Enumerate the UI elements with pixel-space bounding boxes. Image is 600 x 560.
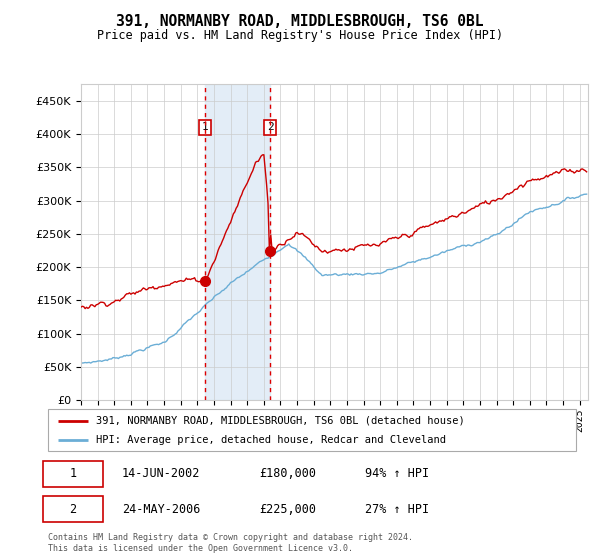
Text: 2: 2	[70, 502, 77, 516]
Text: HPI: Average price, detached house, Redcar and Cleveland: HPI: Average price, detached house, Redc…	[95, 435, 446, 445]
Text: Contains HM Land Registry data © Crown copyright and database right 2024.
This d: Contains HM Land Registry data © Crown c…	[48, 533, 413, 553]
Text: 1: 1	[202, 122, 208, 132]
Text: 94% ↑ HPI: 94% ↑ HPI	[365, 467, 429, 480]
Text: Price paid vs. HM Land Registry's House Price Index (HPI): Price paid vs. HM Land Registry's House …	[97, 29, 503, 42]
FancyBboxPatch shape	[43, 496, 103, 522]
Text: £225,000: £225,000	[259, 502, 316, 516]
FancyBboxPatch shape	[48, 409, 576, 451]
Text: £180,000: £180,000	[259, 467, 316, 480]
Text: 1: 1	[70, 467, 77, 480]
FancyBboxPatch shape	[43, 461, 103, 487]
Bar	[205, 84, 270, 400]
Text: 14-JUN-2002: 14-JUN-2002	[122, 467, 200, 480]
Text: 391, NORMANBY ROAD, MIDDLESBROUGH, TS6 0BL: 391, NORMANBY ROAD, MIDDLESBROUGH, TS6 0…	[116, 14, 484, 29]
Text: 391, NORMANBY ROAD, MIDDLESBROUGH, TS6 0BL (detached house): 391, NORMANBY ROAD, MIDDLESBROUGH, TS6 0…	[95, 416, 464, 426]
Text: 27% ↑ HPI: 27% ↑ HPI	[365, 502, 429, 516]
Text: 2: 2	[267, 122, 274, 132]
Text: 24-MAY-2006: 24-MAY-2006	[122, 502, 200, 516]
